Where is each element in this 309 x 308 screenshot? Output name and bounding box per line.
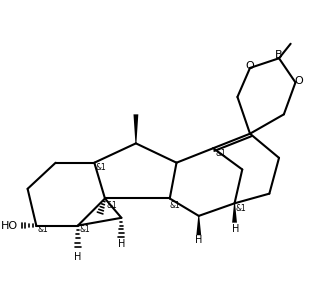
- Text: &1: &1: [107, 201, 118, 210]
- Text: H: H: [195, 235, 202, 245]
- Text: B: B: [275, 51, 283, 60]
- Polygon shape: [196, 216, 201, 235]
- Text: H: H: [74, 252, 82, 261]
- Text: O: O: [294, 75, 303, 86]
- Text: &1: &1: [215, 148, 226, 157]
- Text: HO: HO: [1, 221, 18, 231]
- Text: &1: &1: [37, 225, 48, 234]
- Polygon shape: [133, 114, 138, 143]
- Text: O: O: [246, 61, 254, 71]
- Text: &1: &1: [95, 163, 106, 172]
- Text: &1: &1: [235, 204, 246, 213]
- Text: H: H: [232, 225, 239, 234]
- Text: &1: &1: [170, 201, 180, 210]
- Text: H: H: [118, 239, 125, 249]
- Polygon shape: [232, 203, 237, 223]
- Text: &1: &1: [80, 225, 91, 234]
